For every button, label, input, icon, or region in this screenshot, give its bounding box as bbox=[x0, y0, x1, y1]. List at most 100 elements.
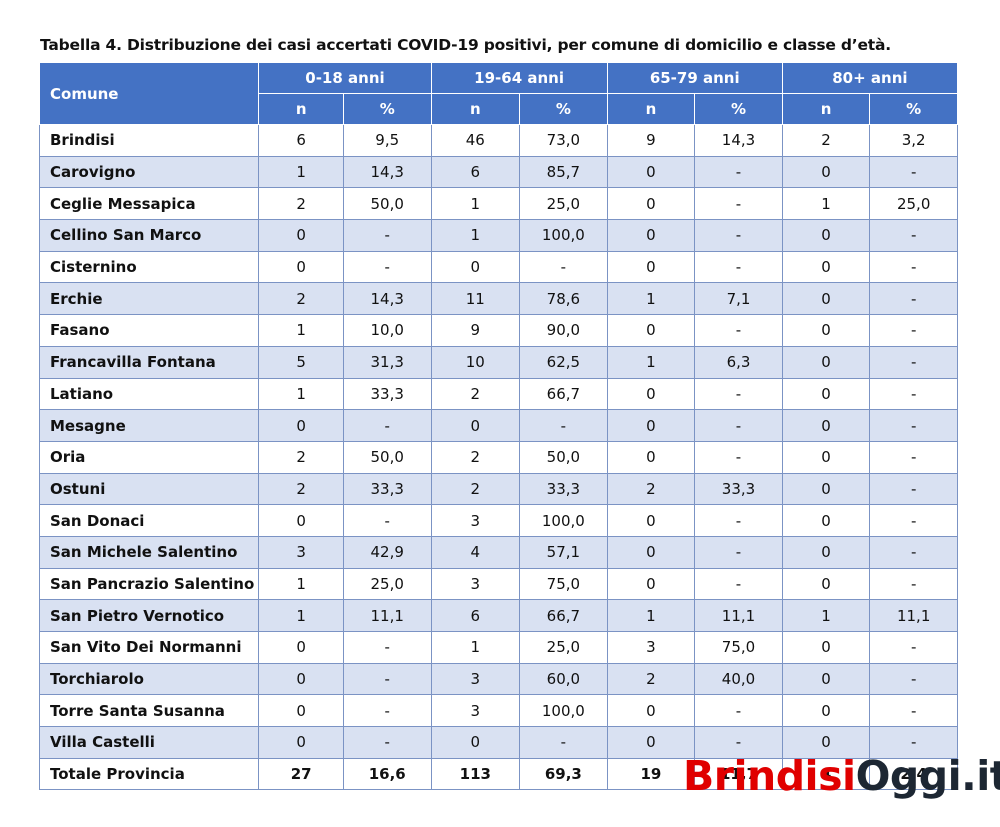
percent-cell: - bbox=[869, 567, 958, 601]
comune-name-cell: Latiano bbox=[38, 377, 260, 411]
count-cell: 9 bbox=[606, 124, 696, 157]
count-cell: 0 bbox=[258, 726, 344, 759]
percent-cell: 78,6 bbox=[519, 282, 608, 316]
table-row: Villa Castelli 0-0-0-0- bbox=[38, 726, 958, 759]
table-row: Brindisi 6 9,5 46 73,0 9 14,3 2 3,2 bbox=[38, 124, 958, 157]
count-cell: 0 bbox=[781, 694, 871, 728]
percent-cell: 66,7 bbox=[519, 377, 608, 411]
percent-cell: 16,6 bbox=[342, 757, 432, 791]
count-cell: 1 bbox=[606, 282, 696, 316]
subheader-n: n bbox=[430, 93, 521, 125]
count-cell: 1 bbox=[430, 631, 521, 664]
percent-cell: - bbox=[694, 314, 783, 347]
count-cell: 0 bbox=[430, 409, 521, 442]
count-cell: 0 bbox=[781, 250, 871, 284]
percent-cell: 33,3 bbox=[519, 472, 608, 506]
percent-cell: 100,0 bbox=[519, 694, 608, 728]
brindisioggi-logo: BrindisiOggi.it bbox=[683, 752, 1000, 800]
table-row: Mesagne 0-0-0-0- bbox=[38, 409, 958, 442]
percent-cell: - bbox=[694, 187, 783, 221]
count-cell: 2 bbox=[606, 662, 696, 696]
count-cell: 2 bbox=[258, 440, 344, 474]
percent-cell: 25,0 bbox=[869, 187, 958, 221]
percent-cell: - bbox=[694, 535, 783, 569]
count-cell: 0 bbox=[258, 694, 344, 728]
subheader-percent: % bbox=[869, 93, 958, 125]
count-cell: 0 bbox=[606, 377, 696, 411]
count-cell: 0 bbox=[781, 472, 871, 506]
count-cell: 3 bbox=[258, 535, 344, 569]
comune-name-cell: Torre Santa Susanna bbox=[38, 694, 260, 728]
count-cell: 0 bbox=[781, 535, 871, 569]
percent-cell: - bbox=[342, 694, 432, 728]
percent-cell: - bbox=[694, 250, 783, 284]
count-cell: 0 bbox=[606, 219, 696, 252]
count-cell: 2 bbox=[258, 282, 344, 316]
percent-cell: - bbox=[869, 345, 958, 379]
count-cell: 0 bbox=[781, 219, 871, 252]
percent-cell: 42,9 bbox=[342, 535, 432, 569]
percent-cell: 25,0 bbox=[342, 567, 432, 601]
count-cell: 0 bbox=[781, 631, 871, 664]
count-cell: 0 bbox=[781, 345, 871, 379]
percent-cell: 14,3 bbox=[342, 282, 432, 316]
percent-cell: - bbox=[342, 409, 432, 442]
count-cell: 0 bbox=[606, 694, 696, 728]
count-cell: 2 bbox=[606, 472, 696, 506]
table-row: Torchiarolo 0-3 60,0 2 40,0 0- bbox=[38, 662, 958, 696]
subheader-n: n bbox=[258, 93, 344, 125]
logo-text-oggi: Oggi.it bbox=[855, 752, 1000, 800]
percent-cell: - bbox=[869, 694, 958, 728]
count-cell: 1 bbox=[781, 599, 871, 632]
count-cell: 1 bbox=[258, 314, 344, 347]
comune-name-cell: San Vito Dei Normanni bbox=[38, 631, 260, 664]
percent-cell: - bbox=[869, 155, 958, 189]
percent-cell: - bbox=[694, 504, 783, 537]
percent-cell: 33,3 bbox=[694, 472, 783, 506]
count-cell: 1 bbox=[258, 567, 344, 601]
count-cell: 0 bbox=[781, 726, 871, 759]
column-header-comune: Comune bbox=[38, 62, 260, 125]
count-cell: 1 bbox=[430, 219, 521, 252]
count-cell: 113 bbox=[430, 757, 521, 791]
percent-cell: 10,0 bbox=[342, 314, 432, 347]
comune-name-cell: Torchiarolo bbox=[38, 662, 260, 696]
comune-name-cell: Villa Castelli bbox=[38, 726, 260, 759]
count-cell: 0 bbox=[606, 726, 696, 759]
comune-name-cell: Totale Provincia bbox=[38, 757, 260, 791]
count-cell: 0 bbox=[606, 504, 696, 537]
percent-cell: 11,1 bbox=[342, 599, 432, 632]
percent-cell: 90,0 bbox=[519, 314, 608, 347]
group-header-65-79: 65-79 anni bbox=[606, 62, 783, 94]
count-cell: 0 bbox=[781, 567, 871, 601]
count-cell: 10 bbox=[430, 345, 521, 379]
comune-name-cell: Cellino San Marco bbox=[38, 219, 260, 252]
percent-cell: - bbox=[342, 250, 432, 284]
percent-cell: 75,0 bbox=[694, 631, 783, 664]
count-cell: 5 bbox=[258, 345, 344, 379]
comune-name-cell: San Michele Salentino bbox=[38, 535, 260, 569]
percent-cell: 62,5 bbox=[519, 345, 608, 379]
count-cell: 6 bbox=[430, 599, 521, 632]
count-cell: 11 bbox=[430, 282, 521, 316]
percent-cell: 50,0 bbox=[342, 187, 432, 221]
count-cell: 3 bbox=[430, 662, 521, 696]
table-row: Oria 2 50,0 2 50,0 0-0- bbox=[38, 440, 958, 474]
percent-cell: - bbox=[869, 250, 958, 284]
comune-name-cell: Brindisi bbox=[38, 124, 260, 157]
logo-text-brindisi: Brindisi bbox=[683, 752, 856, 800]
subheader-n: n bbox=[781, 93, 871, 125]
percent-cell: - bbox=[869, 440, 958, 474]
group-header-19-64: 19-64 anni bbox=[430, 62, 608, 94]
percent-cell: - bbox=[342, 726, 432, 759]
count-cell: 27 bbox=[258, 757, 344, 791]
count-cell: 0 bbox=[781, 440, 871, 474]
count-cell: 9 bbox=[430, 314, 521, 347]
count-cell: 2 bbox=[430, 377, 521, 411]
table-row: Erchie 2 14,3 11 78,6 1 7,1 0- bbox=[38, 282, 958, 316]
percent-cell: 11,1 bbox=[694, 599, 783, 632]
percent-cell: 57,1 bbox=[519, 535, 608, 569]
percent-cell: - bbox=[869, 726, 958, 759]
percent-cell: 31,3 bbox=[342, 345, 432, 379]
count-cell: 0 bbox=[606, 250, 696, 284]
